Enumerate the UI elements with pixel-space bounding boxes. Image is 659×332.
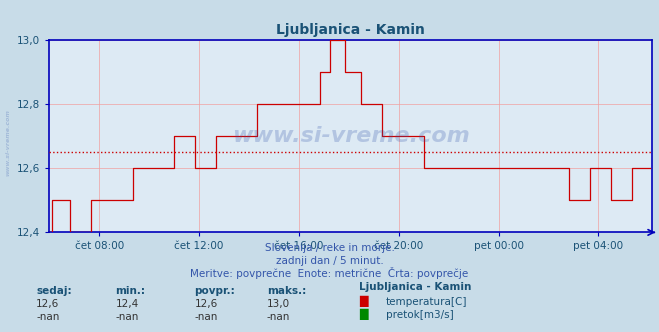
Text: temperatura[C]: temperatura[C] — [386, 297, 467, 307]
Text: povpr.:: povpr.: — [194, 286, 235, 296]
Text: www.si-vreme.com: www.si-vreme.com — [5, 109, 11, 176]
Text: -nan: -nan — [267, 312, 290, 322]
Text: Ljubljanica - Kamin: Ljubljanica - Kamin — [359, 283, 472, 292]
Text: 12,4: 12,4 — [115, 299, 138, 309]
Text: min.:: min.: — [115, 286, 146, 296]
Text: Slovenija / reke in morje.: Slovenija / reke in morje. — [264, 243, 395, 253]
Text: -nan: -nan — [194, 312, 217, 322]
Text: -nan: -nan — [115, 312, 138, 322]
Text: www.si-vreme.com: www.si-vreme.com — [232, 126, 470, 146]
Text: Meritve: povprečne  Enote: metrične  Črta: povprečje: Meritve: povprečne Enote: metrične Črta:… — [190, 267, 469, 279]
Title: Ljubljanica - Kamin: Ljubljanica - Kamin — [277, 23, 425, 37]
Text: zadnji dan / 5 minut.: zadnji dan / 5 minut. — [275, 256, 384, 266]
Text: █: █ — [359, 296, 368, 307]
Text: 12,6: 12,6 — [194, 299, 217, 309]
Text: █: █ — [359, 309, 368, 320]
Text: pretok[m3/s]: pretok[m3/s] — [386, 310, 453, 320]
Text: maks.:: maks.: — [267, 286, 306, 296]
Text: 12,6: 12,6 — [36, 299, 59, 309]
Text: 13,0: 13,0 — [267, 299, 290, 309]
Text: sedaj:: sedaj: — [36, 286, 72, 296]
Text: -nan: -nan — [36, 312, 59, 322]
